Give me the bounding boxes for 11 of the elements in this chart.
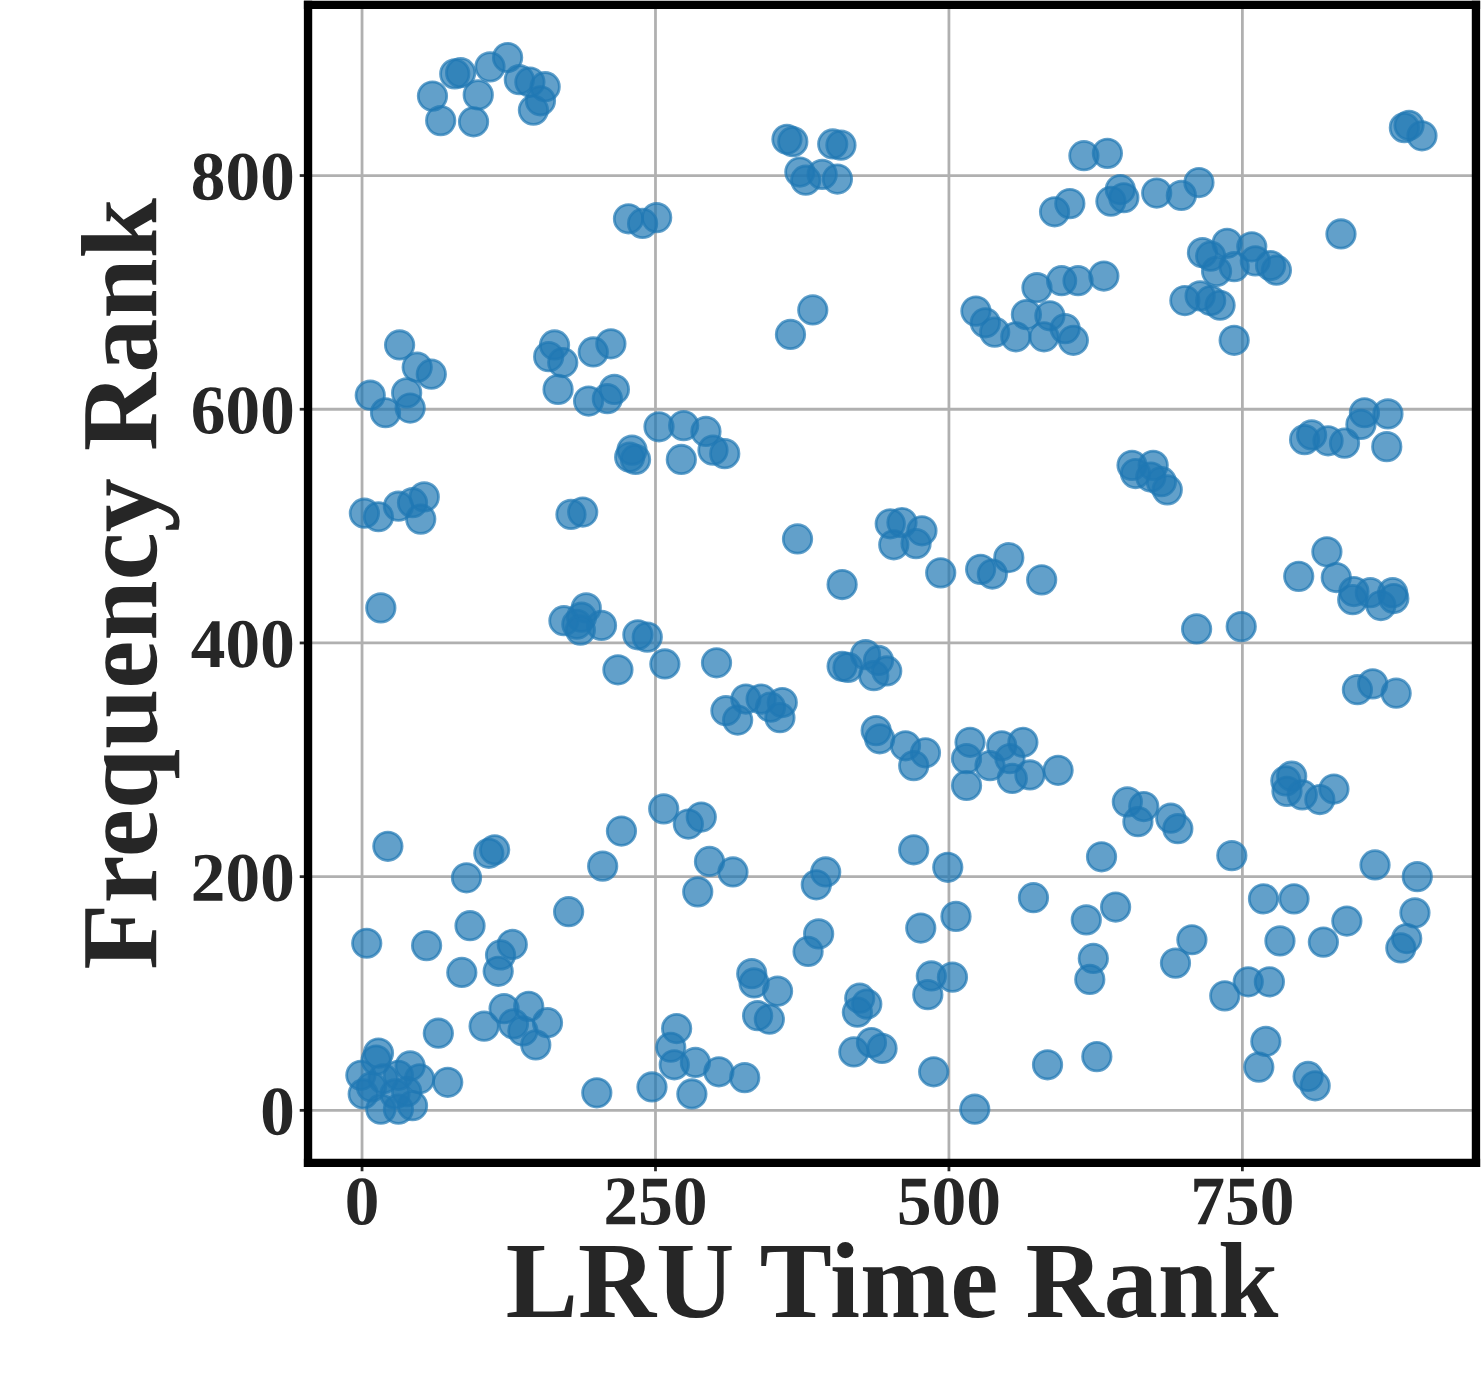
y-axis-title: Frequency Rank (81, 198, 180, 968)
x-axis-title: LRU Time Rank (507, 1241, 1279, 1319)
y-tick-label: 800 (193, 153, 293, 201)
x-tick-label: 0 (347, 1178, 377, 1225)
y-tick-label: 0 (262, 1088, 293, 1136)
y-tick-label: 400 (191, 620, 293, 668)
x-tick-label: 500 (899, 1178, 999, 1225)
y-tick-label: 600 (193, 387, 293, 435)
y-tick-label: 200 (193, 854, 293, 902)
x-tick-label: 250 (606, 1178, 705, 1225)
x-tick-label: 750 (1194, 1178, 1292, 1225)
